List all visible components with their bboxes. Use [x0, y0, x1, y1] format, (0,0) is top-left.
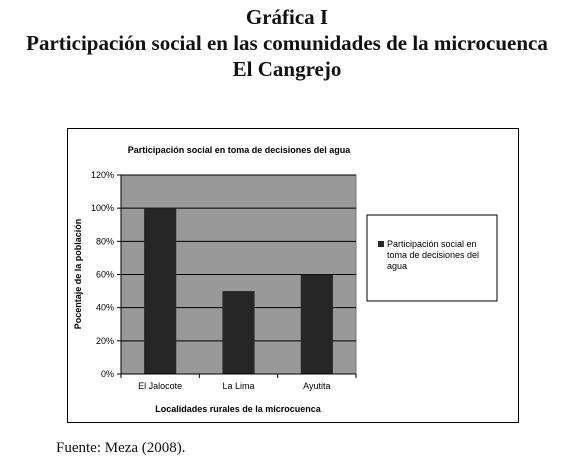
- legend-entry-label: Participación social en toma de decisione…: [387, 239, 479, 271]
- bar-chart: Participación social en toma de decision…: [73, 145, 498, 414]
- chart-title: Participación social en toma de decision…: [128, 145, 352, 155]
- chart-frame: Participación social en toma de decision…: [67, 128, 519, 423]
- x-tick-label: El Jalocote: [138, 381, 182, 391]
- x-axis-ticks: El Jalocote La Lima Ayutita: [120, 374, 357, 391]
- y-axis-ticks: 0% 20% 40% 60% 80% 100% 120%: [91, 170, 121, 379]
- x-axis-label: Localidades rurales de la microcuenca: [155, 404, 322, 414]
- document-heading: Gráfica I Participación social en las co…: [0, 4, 574, 82]
- bars: [144, 208, 333, 374]
- y-tick-label: 0%: [101, 369, 114, 379]
- x-tick-label: Ayutita: [303, 381, 330, 391]
- y-tick-label: 40%: [96, 303, 114, 313]
- heading-line-2: Participación social en las comunidades …: [26, 31, 548, 55]
- source-citation: Fuente: Meza (2008).: [56, 440, 186, 456]
- heading-line-1: Gráfica I: [245, 5, 329, 29]
- y-tick-label: 80%: [96, 236, 114, 246]
- y-tick-label: 120%: [91, 170, 114, 180]
- y-axis-label: Pocentaje de la población: [73, 219, 83, 330]
- legend: Participación social en toma de decisione…: [366, 214, 498, 302]
- bar: [144, 208, 177, 374]
- legend-box: [366, 214, 498, 302]
- heading-line-3: El Cangrejo: [232, 57, 342, 81]
- legend-swatch: [378, 241, 384, 247]
- y-tick-label: 60%: [96, 270, 114, 280]
- y-tick-label: 100%: [91, 203, 114, 213]
- bar: [300, 274, 333, 374]
- y-tick-label: 20%: [96, 336, 114, 346]
- x-tick-label: La Lima: [222, 381, 254, 391]
- bar: [222, 291, 255, 374]
